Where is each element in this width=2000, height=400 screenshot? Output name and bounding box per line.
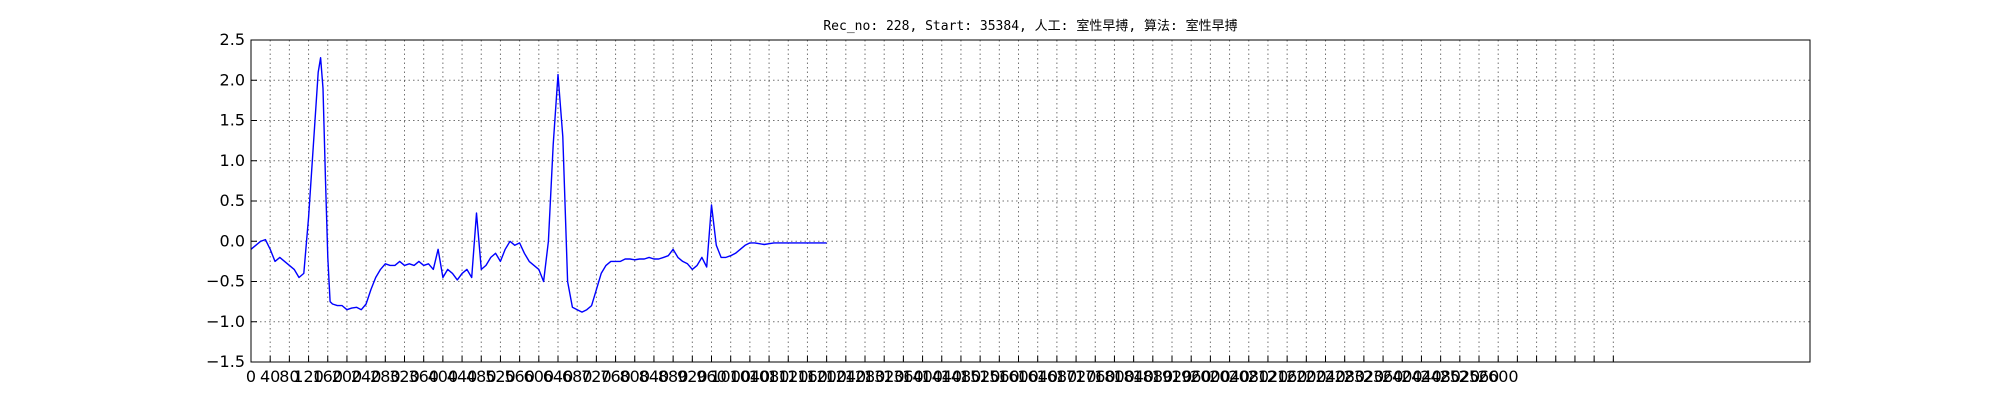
- x-tick-label: 440: [447, 367, 478, 386]
- x-tick-label: 2360: [1363, 367, 1404, 386]
- x-tick-label: 2520: [1439, 367, 1480, 386]
- x-tick-label: 400: [428, 367, 459, 386]
- plot-frame: [250, 39, 1811, 363]
- x-tick-label: 560: [504, 367, 535, 386]
- x-tick-label: 720: [581, 367, 612, 386]
- x-tick-label: 1400: [902, 367, 943, 386]
- x-tick-label: 120: [293, 367, 324, 386]
- x-tick-label: 800: [619, 367, 650, 386]
- x-tick-label: 1800: [1094, 367, 1135, 386]
- x-tick-label: 960: [696, 367, 727, 386]
- x-tick-label: 920: [677, 367, 708, 386]
- x-tick-label: 1520: [960, 367, 1001, 386]
- x-axis: 0 408012016020024028032036040044048052056…: [246, 356, 1614, 386]
- x-tick-label: 880: [658, 367, 689, 386]
- y-tick-label: 0.5: [220, 191, 245, 210]
- x-tick-label: 2200: [1286, 367, 1327, 386]
- x-tick-label: 480: [466, 367, 497, 386]
- x-tick-label: 2480: [1420, 367, 1461, 386]
- x-tick-label: 520: [485, 367, 516, 386]
- x-tick-label: 1960: [1171, 367, 1212, 386]
- x-tick-label: 160: [312, 367, 343, 386]
- x-tick-label: 640: [543, 367, 574, 386]
- x-tick-label: 200: [332, 367, 363, 386]
- x-tick-label: 2440: [1401, 367, 1442, 386]
- x-tick-label: 2080: [1228, 367, 1269, 386]
- y-tick-label: −1.5: [206, 352, 245, 371]
- y-tick-label: 0.0: [220, 231, 245, 250]
- x-tick-label: 680: [562, 367, 593, 386]
- x-tick-label: 1600: [998, 367, 1039, 386]
- x-tick-label: 1040: [730, 367, 771, 386]
- x-tick-label: 40: [260, 367, 280, 386]
- x-tick-label: 2160: [1267, 367, 1308, 386]
- ecg-series-line: [250, 57, 827, 313]
- y-tick-label: 1.5: [220, 111, 245, 130]
- x-tick-label: 2280: [1324, 367, 1365, 386]
- x-tick-label: 1160: [787, 367, 828, 386]
- x-tick-label: 1280: [845, 367, 886, 386]
- x-tick-label: 240: [351, 367, 382, 386]
- chart-title: Rec_no: 228, Start: 35384, 人工: 室性早搏, 算法:…: [823, 18, 1237, 34]
- x-tick-label: 1200: [806, 367, 847, 386]
- x-tick-label: 360: [408, 367, 439, 386]
- y-tick-label: −1.0: [206, 312, 245, 331]
- x-tick-label: 1440: [921, 367, 962, 386]
- x-tick-label: 1480: [941, 367, 982, 386]
- x-tick-label: 2560: [1459, 367, 1500, 386]
- x-tick-label: 1880: [1132, 367, 1173, 386]
- x-tick-label: 2040: [1209, 367, 1250, 386]
- x-tick-label: 1000: [710, 367, 751, 386]
- x-tick-label: 0: [246, 367, 256, 386]
- x-tick-label: 1760: [1075, 367, 1116, 386]
- x-tick-label: 320: [389, 367, 420, 386]
- y-tick-label: 2.5: [220, 30, 245, 49]
- x-tick-label: 1840: [1113, 367, 1154, 386]
- x-tick-label: 760: [600, 367, 631, 386]
- x-tick-label: 1320: [864, 367, 905, 386]
- x-tick-label: 1240: [825, 367, 866, 386]
- x-tick-label: 1680: [1037, 367, 1078, 386]
- x-tick-label: 2120: [1248, 367, 1289, 386]
- y-tick-label: −0.5: [206, 272, 245, 291]
- x-tick-label: 2320: [1344, 367, 1385, 386]
- y-axis: −1.5 −1.0 −0.5 0.0 0.5 1.0 1.5 2.0 2.5: [206, 30, 257, 371]
- x-tick-label: 1720: [1056, 367, 1097, 386]
- x-tick-label: 600: [524, 367, 555, 386]
- x-tick-label: 2400: [1382, 367, 1423, 386]
- x-tick-label: 2000: [1190, 367, 1231, 386]
- y-tick-label: 2.0: [220, 70, 245, 89]
- x-tick-label: 1560: [979, 367, 1020, 386]
- x-tick-label: 280: [370, 367, 401, 386]
- grid: [251, 40, 1810, 362]
- y-tick-label: 1.0: [220, 151, 245, 170]
- x-tick-label: 2600: [1478, 367, 1519, 386]
- x-tick-label: 1120: [768, 367, 809, 386]
- x-tick-label: 840: [639, 367, 670, 386]
- x-tick-label: 2240: [1305, 367, 1346, 386]
- x-tick-label: 1360: [883, 367, 924, 386]
- x-tick-label: 1640: [1017, 367, 1058, 386]
- x-tick-label: 80: [279, 367, 299, 386]
- x-tick-label: 1920: [1152, 367, 1193, 386]
- x-tick-label: 1080: [749, 367, 790, 386]
- series-layer: [250, 57, 827, 313]
